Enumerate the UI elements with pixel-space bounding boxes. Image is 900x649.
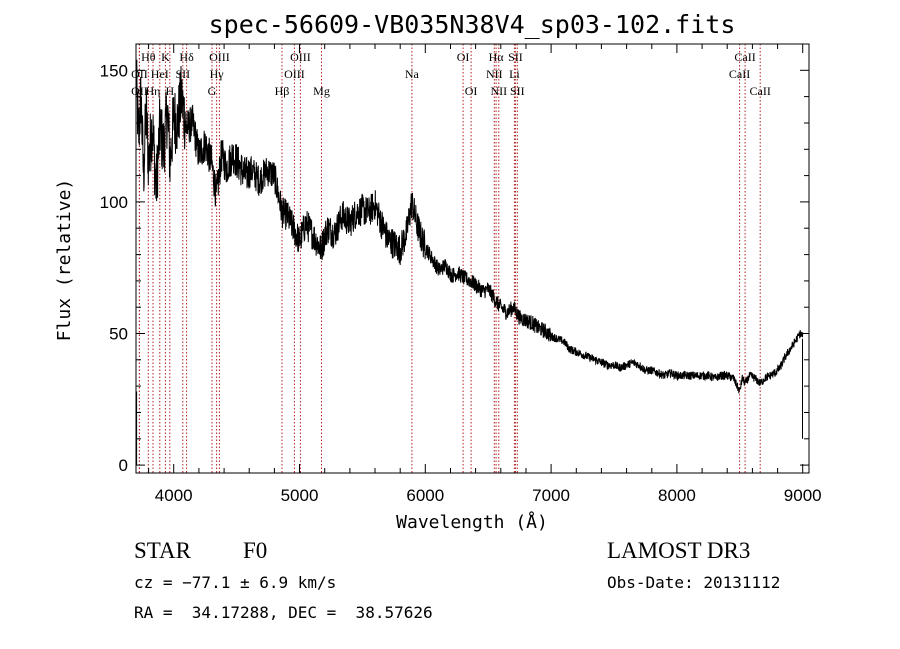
x-tick-label: 6000 [406, 486, 444, 505]
x-tick-label: 7000 [532, 486, 570, 505]
line-label: OII [131, 67, 148, 81]
spectrum-line [135, 59, 804, 394]
spectrum-chart: spec-56609-VB035N38V4_sp03-102.fits Hθ OI… [54, 10, 822, 533]
line-markers [138, 44, 761, 473]
line-label: Mg [313, 84, 330, 98]
plot-frame [135, 43, 810, 474]
line-label: NII [486, 67, 503, 81]
line-label: HeI [151, 67, 169, 81]
survey-name: LAMOST DR3 [607, 538, 751, 563]
x-tick-label: 8000 [658, 486, 696, 505]
line-label: CaII [734, 50, 755, 64]
object-class: STAR [134, 538, 191, 563]
y-tick-label: 150 [100, 61, 128, 80]
line-label: CaII [729, 67, 750, 81]
spectrum [135, 59, 804, 466]
line-label: Hη [146, 84, 161, 98]
x-tick-label: 5000 [281, 486, 319, 505]
x-axis-label: Wavelength (Å) [396, 511, 548, 533]
line-label: Na [405, 67, 420, 81]
y-tick-label: 50 [109, 325, 128, 344]
y-axis-label: Flux (relative) [54, 179, 75, 342]
x-axis: 4000 5000 6000 7000 8000 9000 [148, 44, 822, 505]
line-label: Hδ [179, 50, 194, 64]
line-label: OIII [209, 50, 230, 64]
line-label: SII [508, 50, 523, 64]
line-label: SII [510, 84, 525, 98]
line-label: OIII [290, 50, 311, 64]
line-label: H [165, 84, 174, 98]
line-label: Hα [489, 50, 505, 64]
line-label: NII [490, 84, 507, 98]
line-label: Li [509, 67, 520, 81]
line-label: OI [465, 84, 478, 98]
line-label: OII [131, 84, 148, 98]
line-label: Hβ [275, 84, 290, 98]
subclass: F0 [243, 538, 268, 563]
line-label: SII [175, 67, 190, 81]
line-label: OIII [284, 67, 305, 81]
line-label: OI [457, 50, 470, 64]
x-tick-label: 9000 [784, 486, 822, 505]
redshift: cz = −77.1 ± 6.9 km/s [134, 573, 337, 592]
obs-date: Obs-Date: 20131112 [607, 573, 781, 592]
coordinates: RA = 34.17288, DEC = 38.57626 [134, 603, 433, 622]
y-tick-label: 0 [119, 456, 128, 475]
y-axis: 0 50 100 150 [100, 61, 809, 475]
line-label: CaII [750, 84, 771, 98]
line-label: G [208, 84, 217, 98]
line-label: K [161, 50, 170, 64]
y-tick-label: 100 [100, 193, 128, 212]
x-tick-label: 4000 [155, 486, 193, 505]
line-label: Hγ [210, 67, 225, 81]
chart-title: spec-56609-VB035N38V4_sp03-102.fits [209, 10, 736, 39]
line-label: Hθ [141, 50, 156, 64]
